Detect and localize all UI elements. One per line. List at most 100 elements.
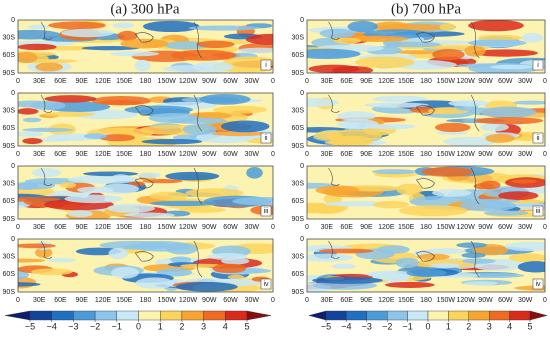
lon-label: 0 [305, 224, 309, 231]
field-blob [109, 51, 160, 57]
lon-label: 150E [398, 297, 415, 304]
field-blob [67, 210, 93, 218]
lat-label: 60S [3, 125, 16, 132]
panel-frame [17, 92, 274, 147]
field-blob [112, 22, 134, 29]
colorbar-bin [529, 310, 548, 321]
field-blob [99, 134, 135, 142]
lat-label: 0 [11, 90, 15, 97]
field-blob [59, 182, 77, 189]
field-blob [171, 49, 237, 61]
field-blob [211, 131, 267, 137]
field-blob [468, 20, 524, 32]
lon-label: 30W [245, 151, 260, 158]
lat-label: 30S [3, 35, 16, 42]
field-blob [232, 196, 273, 206]
field-blob [477, 34, 523, 41]
coastline [328, 240, 480, 278]
lat-label: 30S [292, 254, 305, 261]
lon-label: 120E [378, 78, 395, 85]
colorbar-bin [203, 310, 226, 321]
field-blob [365, 123, 416, 130]
colorbar-tick-label: −1 [402, 321, 412, 331]
lat-label: 30S [292, 108, 305, 115]
lon-label: 60W [223, 78, 238, 85]
panel-label: i [537, 62, 539, 69]
field-blob [333, 37, 361, 44]
colorbar-bin [73, 310, 96, 321]
lat-label: 0 [11, 236, 15, 243]
map-panel [18, 166, 273, 219]
lon-label: 0 [271, 78, 275, 85]
field-blob [35, 62, 64, 72]
lat-label: 0 [300, 90, 304, 97]
lon-label: 0 [543, 151, 547, 158]
field-blob [479, 180, 501, 190]
field-blob [108, 247, 128, 260]
lon-label: 120W [457, 151, 476, 158]
lon-label: 90E [76, 78, 89, 85]
field-blob [150, 200, 217, 207]
field-blob [308, 64, 360, 73]
colorbar-bin [94, 310, 117, 321]
field-blob [72, 109, 139, 120]
field-blob [498, 191, 539, 201]
field-blob [199, 93, 251, 105]
field-blob [474, 117, 544, 125]
field-blob [439, 23, 456, 31]
colorbar-bin [509, 310, 531, 321]
lon-label: 0 [16, 224, 20, 231]
lon-label: 150E [116, 78, 133, 85]
lon-label: 180 [140, 297, 152, 304]
field-blob [372, 169, 417, 175]
field-blob [123, 212, 176, 218]
field-blob [142, 20, 200, 33]
colorbar-tick-label: −5 [321, 321, 331, 331]
colorbar-bin [181, 310, 204, 321]
field-blob [464, 281, 498, 286]
colorbar-tick-label: 0 [425, 321, 430, 331]
coastline [40, 167, 203, 205]
field-blob [179, 263, 224, 268]
field-blob [83, 133, 107, 139]
colorbar-bin [448, 310, 469, 321]
field-blob [18, 282, 41, 287]
panel-label-box [260, 132, 272, 144]
field-blob [517, 261, 545, 273]
field-blob [480, 122, 509, 132]
lon-label: 30E [33, 297, 46, 304]
colorbar-bin [427, 310, 449, 321]
field-blob [237, 47, 273, 54]
lon-label: 30W [245, 224, 260, 231]
map-panel [18, 239, 273, 292]
lon-label: 30W [518, 78, 533, 85]
lat-label: 60S [292, 52, 305, 59]
coastline [328, 94, 480, 132]
lon-label: 90E [360, 151, 373, 158]
lat-label: 0 [11, 163, 15, 170]
lon-label: 150W [437, 297, 456, 304]
panel-label: ii [264, 135, 268, 142]
lon-label: 30E [33, 224, 46, 231]
field-blob [134, 59, 151, 72]
lon-label: 30E [33, 78, 46, 85]
lat-label: 30S [292, 181, 305, 188]
field-blob [423, 248, 467, 255]
lon-label: 120W [179, 224, 198, 231]
colorbar-tick-label: −2 [382, 321, 392, 331]
panel-label-box [532, 132, 544, 144]
field-blob [188, 25, 260, 31]
lon-label: 60E [340, 224, 353, 231]
colorbar-tick-label: −5 [25, 321, 35, 331]
colorbar-bin [138, 310, 161, 321]
field-blob [18, 51, 38, 64]
panel-frame [306, 19, 546, 74]
column-title: (a) 300 hPa [110, 1, 179, 17]
lat-label: 60S [292, 125, 305, 132]
colorbar-bin [246, 310, 272, 321]
field-blob [207, 252, 247, 260]
lon-label: 30W [245, 78, 260, 85]
field-blob [483, 210, 529, 216]
field-blob [421, 166, 474, 177]
colorbar-tick-label: −1 [112, 321, 122, 331]
